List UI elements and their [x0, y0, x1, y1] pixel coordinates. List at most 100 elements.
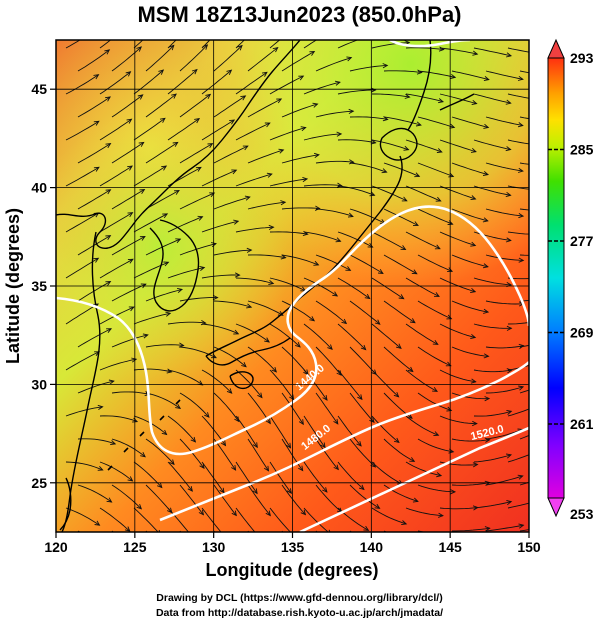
streamline-arrow: [128, 306, 135, 312]
streamline-arrow: [280, 254, 287, 260]
streamline: [269, 461, 292, 494]
streamline-arrow: [246, 247, 253, 253]
streamline: [201, 220, 239, 233]
streamline: [349, 64, 388, 72]
streamline-arrow: [285, 442, 292, 449]
streamline-arrow: [300, 126, 307, 132]
streamline: [507, 502, 529, 509]
streamline: [315, 208, 354, 217]
streamline: [167, 216, 203, 233]
streamline: [485, 429, 523, 440]
streamline-arrow: [370, 87, 377, 93]
streamline: [473, 369, 512, 373]
streamline-arrow: [244, 195, 251, 201]
streamline-arrow: [438, 98, 445, 104]
streamline: [439, 93, 477, 105]
streamline-arrow: [357, 394, 363, 401]
streamline: [519, 162, 529, 165]
streamline-arrow: [334, 80, 341, 86]
streamline: [179, 192, 215, 210]
streamline: [77, 380, 114, 394]
map-title: MSM 18Z13Jun2023 (850.0hPa): [137, 2, 462, 27]
streamline-arrow: [553, 524, 558, 528]
streamline: [485, 345, 524, 349]
streamline-arrow: [401, 196, 408, 202]
streamline: [315, 300, 347, 324]
streamline-arrow: [450, 489, 457, 495]
streamline-arrow: [207, 143, 214, 149]
streamline: [281, 51, 315, 72]
streamline: [269, 231, 308, 235]
streamline: [349, 392, 375, 423]
streamline-arrow: [336, 131, 343, 137]
y-tick-label: 40: [31, 180, 47, 196]
streamline-arrow: [374, 503, 381, 509]
streamline-arrow: [517, 122, 524, 128]
streamline: [303, 323, 333, 350]
streamline: [145, 142, 178, 164]
streamline: [77, 328, 112, 348]
streamline-arrow: [97, 466, 104, 471]
streamline: [451, 346, 489, 357]
streamline-arrow: [241, 362, 247, 368]
streamline: [417, 70, 456, 78]
streamline: [485, 300, 524, 305]
streamline: [519, 70, 529, 74]
streamline-arrow: [435, 196, 442, 202]
streamline-arrow: [436, 148, 443, 153]
streamline-arrow: [472, 420, 478, 427]
streamline-arrow: [172, 141, 179, 147]
streamline: [507, 139, 529, 145]
streamline-arrow: [269, 554, 274, 559]
streamline-arrow: [341, 318, 348, 325]
streamline-arrow: [108, 379, 115, 385]
colorbar-label: 269: [570, 325, 594, 341]
streamline: [269, 127, 306, 141]
streamline-arrow: [257, 392, 263, 399]
streamline: [349, 484, 380, 509]
streamline-arrow: [538, 449, 543, 453]
streamline-arrow: [505, 191, 512, 198]
streamline: [371, 185, 407, 202]
x-tick-label: 135: [281, 539, 305, 555]
streamline-arrow: [364, 293, 371, 300]
streamline-arrow: [271, 366, 277, 373]
streamline: [111, 484, 142, 510]
streamline-arrow: [105, 235, 112, 240]
streamline: [519, 299, 529, 302]
streamline: [133, 368, 172, 373]
streamline-arrow: [93, 257, 100, 263]
streamline-arrow: [332, 291, 339, 297]
streamline-arrow: [309, 50, 316, 56]
streamline-arrow: [234, 416, 240, 423]
streamline: [235, 415, 258, 448]
streamline-arrow: [265, 418, 271, 425]
streamline: [473, 139, 511, 150]
y-tick-label: 30: [31, 376, 47, 392]
streamline: [303, 461, 328, 493]
streamline: [371, 415, 400, 443]
streamline-arrow: [266, 172, 273, 178]
streamline-arrow: [209, 192, 216, 198]
streamline-arrow: [165, 311, 172, 317]
streamline: [315, 254, 351, 271]
streamline-arrow: [331, 28, 336, 32]
streamline-arrow: [506, 453, 512, 459]
streamline-arrow: [433, 431, 440, 437]
streamline-arrow: [483, 308, 490, 314]
streamline: [213, 438, 236, 471]
streamline-arrow: [401, 520, 408, 526]
streamline: [281, 254, 319, 266]
x-tick-label: 130: [202, 539, 226, 555]
streamline: [145, 238, 181, 256]
streamline-arrow: [231, 465, 237, 471]
streamline-arrow: [237, 44, 243, 51]
streamline: [315, 160, 354, 164]
streamline-arrow: [295, 342, 301, 348]
colorbar-label: 285: [570, 142, 594, 158]
streamline-arrow: [136, 46, 142, 52]
streamline: [405, 277, 440, 297]
streamline: [383, 208, 419, 226]
streamline: [337, 323, 367, 351]
streamline-arrow: [138, 141, 145, 147]
